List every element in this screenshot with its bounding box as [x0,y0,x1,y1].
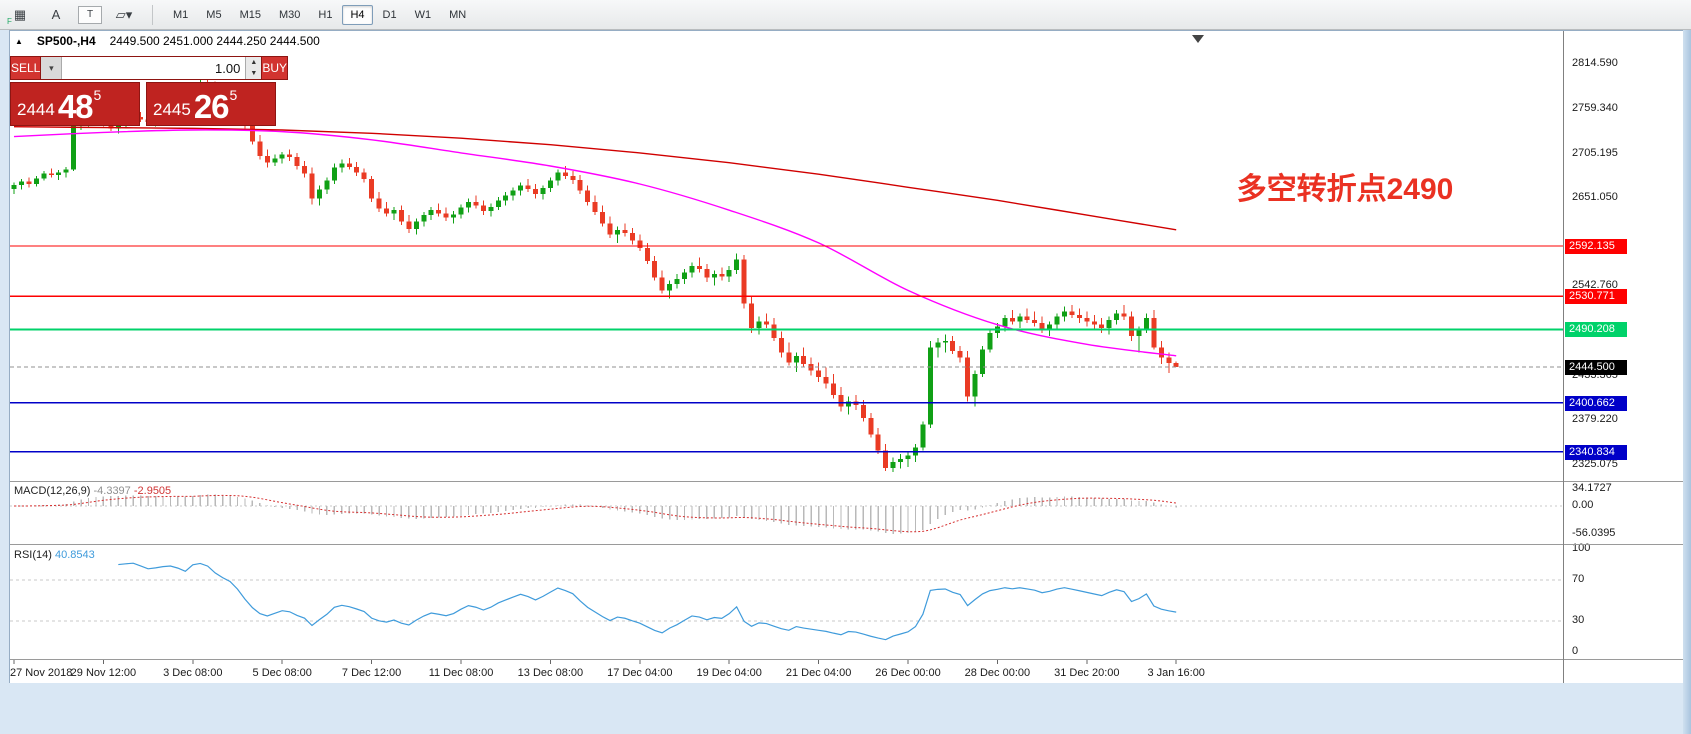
bid-price-tile[interactable]: 2444 48 5 [10,82,140,126]
rsi-scale-label: 30 [1572,614,1585,626]
annotate-letter-icon[interactable]: A [51,7,61,22]
price-axis: 2814.590 2759.340 2705.195 2651.050 2542.760… [1563,31,1684,683]
rsi-label: RSI(14) 40.8543 [14,549,95,561]
panel-separator[interactable] [1564,544,1683,545]
time-axis-label: 29 Nov 12:00 [71,667,136,679]
timeframe-mn-button[interactable]: MN [449,8,467,21]
time-axis-label: 27 Nov 2018 [10,667,72,679]
ask-big-digits: 26 [193,88,230,125]
trade-panel-toggle-icon[interactable]: ▲ [15,36,23,46]
timeframe-m1-button[interactable]: M1 [173,8,189,21]
toolbar-separator [152,4,153,25]
macd-scale-label: -56.0395 [1572,527,1616,539]
time-axis-label: 17 Dec 04:00 [607,667,672,679]
panel-separator[interactable] [1564,481,1683,482]
price-level-badge: 2340.834 [1565,445,1627,460]
sell-button[interactable]: SELL [10,56,42,80]
price-level-badge: 2530.771 [1565,289,1627,304]
price-level-badge: 2400.662 [1565,396,1627,411]
current-price-badge: 2444.500 [1565,360,1627,375]
time-axis-label: 26 Dec 00:00 [875,667,940,679]
trade-panel-prices: 2444 48 5 2445 26 5 [10,82,276,126]
price-level-badge: 2490.208 [1565,322,1627,337]
price-tick: 2325.075 [1572,458,1618,470]
spinner-up-icon[interactable]: ▲ [250,59,258,66]
indicators-grid-icon[interactable]: ▦ F [7,6,27,26]
macd-label: MACD(12,26,9) -4.3397 -2.9505 [14,485,171,497]
chart-window[interactable]: 多空转折点2490 MACD(12,26,9) -4.3397 -2.9505 RS… [9,30,1684,683]
timeframe-buttons-group: M1 M5 M15 M30 H1 H4 D1 W1 MN [165,4,474,25]
trade-panel-controls: SELL ▾ ▲▼ BUY [10,56,289,80]
volume-input[interactable] [62,57,246,79]
volume-spinner[interactable]: ▲ ▼ [245,57,262,79]
timeframe-d1-button[interactable]: D1 [382,8,397,21]
timeframe-w1-button[interactable]: W1 [414,8,432,21]
timeframe-m30-button[interactable]: M30 [278,8,301,21]
macd-scale-label: 34.1727 [1572,482,1612,494]
volume-dropdown-icon[interactable]: ▾ [41,57,63,79]
price-level-badge: 2592.135 [1565,239,1627,254]
timeframe-h1-button[interactable]: H1 [318,8,333,21]
time-axis-label: 31 Dec 20:00 [1054,667,1119,679]
drawing-tools-group: ▦ F A T ▱▾ [6,4,138,26]
time-axis-label: 13 Dec 08:00 [518,667,583,679]
volume-control: ▾ ▲▼ [41,56,262,80]
chart-shift-icon[interactable] [1192,35,1204,43]
price-tick: 2759.340 [1572,102,1618,114]
ohlc-values: 2449.500 2451.000 2444.250 2444.500 [109,34,320,48]
chart-title: ▲ SP500-,H4 2449.500 2451.000 2444.250 2… [15,34,320,48]
rsi-scale-label: 100 [1572,542,1591,554]
spinner-down-icon[interactable]: ▼ [250,70,258,77]
time-axis-label: 7 Dec 12:00 [342,667,401,679]
ask-pip-digit: 5 [229,87,238,103]
time-axis-label: 5 Dec 08:00 [253,667,312,679]
ask-price-tile[interactable]: 2445 26 5 [146,82,276,126]
bid-big-digits: 48 [57,88,94,125]
time-axis-label: 3 Jan 16:00 [1147,667,1205,679]
window-frame-right [1683,30,1691,734]
time-axis-label: 28 Dec 00:00 [965,667,1030,679]
time-axis-label: 21 Dec 04:00 [786,667,851,679]
rsi-scale-label: 0 [1572,645,1579,657]
candles-layer [11,76,1179,472]
shapes-tool-icon[interactable]: ▱▾ [115,6,133,22]
buy-button[interactable]: BUY [261,56,289,80]
text-tool-icon[interactable]: T [78,5,102,24]
ask-integer: 2445 [153,100,191,119]
timeframe-m15-button[interactable]: M15 [239,8,261,21]
symbol-period-label: SP500-,H4 [36,34,96,48]
bid-pip-digit: 5 [93,87,102,103]
time-axis-label: 19 Dec 04:00 [696,667,761,679]
chart-annotation-text: 多空转折点2490 [1237,173,1454,206]
bid-integer: 2444 [17,100,55,119]
toolbar: ▦ F A T ▱▾ M1 M5 M15 M30 H1 H4 D1 W1 MN [0,0,1691,30]
chart-canvas[interactable]: 多空转折点2490 MACD(12,26,9) -4.3397 -2.9505 RS… [10,31,1563,683]
price-tick: 2379.220 [1572,413,1618,425]
price-tick: 2542.760 [1572,279,1618,291]
rsi-scale-label: 70 [1572,573,1585,585]
time-axis-label: 3 Dec 08:00 [163,667,222,679]
price-tick: 2651.050 [1572,191,1618,203]
timeframe-h4-button[interactable]: H4 [342,4,373,25]
price-tick: 2705.195 [1572,147,1618,159]
price-tick: 2814.590 [1572,57,1618,69]
timeframe-m5-button[interactable]: M5 [206,8,222,21]
rsi-line [118,562,1177,641]
ma-fast-line [13,129,1177,357]
ma-slow-line [13,126,1177,231]
macd-scale-label: 0.00 [1572,499,1594,511]
time-axis-label: 11 Dec 08:00 [429,667,494,679]
panel-separator [1564,659,1683,660]
